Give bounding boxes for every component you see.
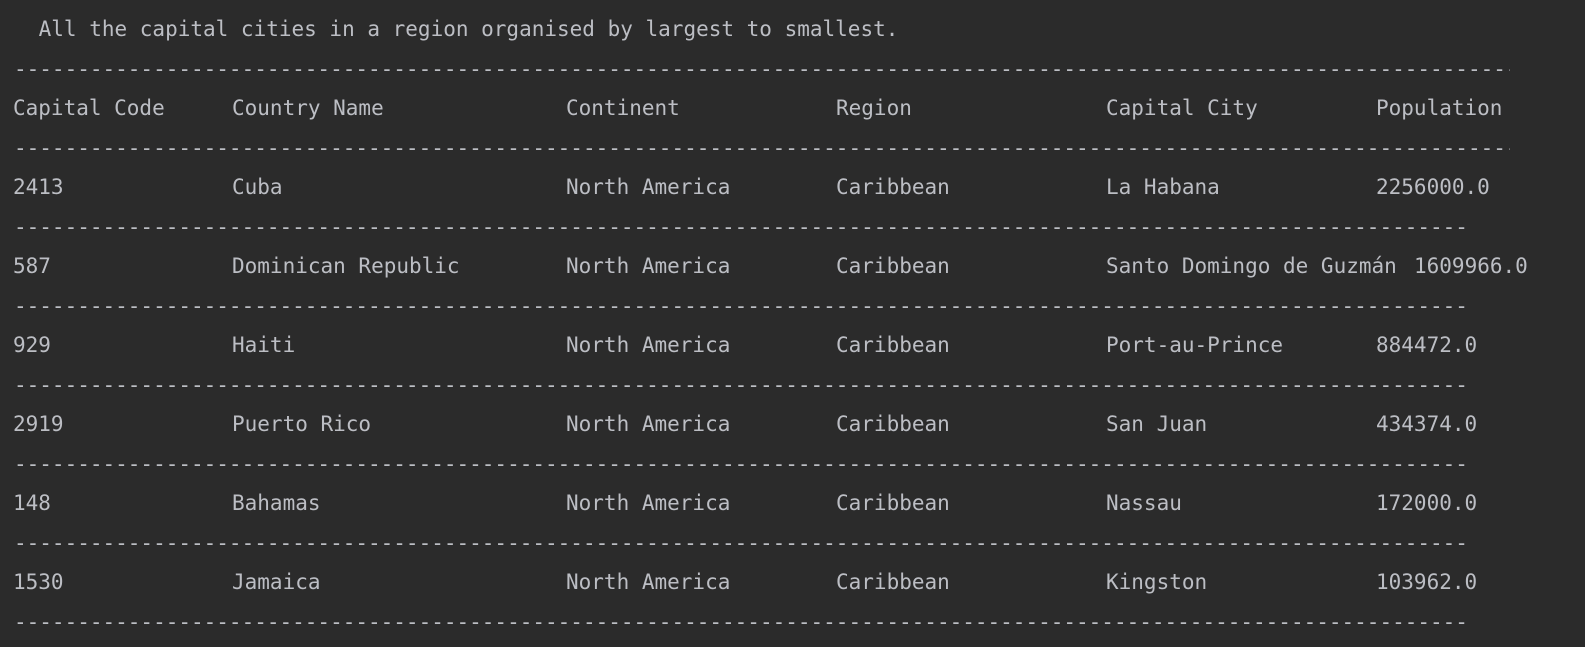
separator-line: ----------------------------------------… (14, 610, 1470, 634)
continent-cell: North America (566, 570, 731, 594)
capital-code-cell: 2919 (13, 412, 64, 436)
capital-code-cell: 587 (13, 254, 51, 278)
capital-code-cell: 148 (13, 491, 51, 515)
table-row: 148 Bahamas North America Caribbean Nass… (0, 483, 1585, 523)
continent-cell: North America (566, 333, 731, 357)
country-name-cell: Dominican Republic (232, 254, 460, 278)
capital-city-cell: Port-au-Prince (1106, 333, 1284, 357)
console-title: All the capital cities in a region organ… (26, 17, 899, 41)
continent-cell: North America (566, 254, 731, 278)
population-cell: 103962.0 (1376, 570, 1478, 594)
column-header-country-name: Country Name (232, 96, 384, 120)
population-cell: 434374.0 (1376, 412, 1478, 436)
table-row: 2919 Puerto Rico North America Caribbean… (0, 404, 1585, 444)
table-row: 587 Dominican Republic North America Car… (0, 246, 1585, 286)
region-cell: Caribbean (836, 333, 950, 357)
capital-city-cell: Kingston (1106, 570, 1208, 594)
separator-line: ----------------------------------------… (14, 294, 1470, 318)
country-name-cell: Bahamas (232, 491, 321, 515)
region-cell: Caribbean (836, 570, 950, 594)
population-cell: 884472.0 (1376, 333, 1478, 357)
table-row: 1530 Jamaica North America Caribbean Kin… (0, 562, 1585, 602)
region-cell: Caribbean (836, 175, 950, 199)
continent-cell: North America (566, 412, 731, 436)
table-header-row: Capital Code Country Name Continent Regi… (0, 88, 1585, 128)
separator-line: ----------------------------------------… (14, 373, 1470, 397)
continent-cell: North America (566, 175, 731, 199)
column-header-region: Region (836, 96, 912, 120)
column-header-capital-city: Capital City (1106, 96, 1258, 120)
column-header-population: Population (1376, 96, 1503, 120)
country-name-cell: Jamaica (232, 570, 321, 594)
region-cell: Caribbean (836, 254, 950, 278)
country-name-cell: Cuba (232, 175, 283, 199)
separator-line: ----------------------------------------… (14, 136, 1510, 160)
capital-code-cell: 929 (13, 333, 51, 357)
capital-city-cell: Santo Domingo de Guzmán (1106, 254, 1397, 278)
region-cell: Caribbean (836, 491, 950, 515)
capital-code-cell: 1530 (13, 570, 64, 594)
country-name-cell: Haiti (232, 333, 296, 357)
population-cell: 2256000.0 (1376, 175, 1490, 199)
capital-city-cell: La Habana (1106, 175, 1220, 199)
capital-city-cell: San Juan (1106, 412, 1208, 436)
separator-line: ----------------------------------------… (14, 215, 1470, 239)
country-name-cell: Puerto Rico (232, 412, 372, 436)
population-cell: 1609966.0 (1414, 254, 1528, 278)
capital-code-cell: 2413 (13, 175, 64, 199)
table-row: 2413 Cuba North America Caribbean La Hab… (0, 167, 1585, 207)
capital-city-cell: Nassau (1106, 491, 1182, 515)
region-cell: Caribbean (836, 412, 950, 436)
separator-line: ----------------------------------------… (14, 452, 1470, 476)
column-header-capital-code: Capital Code (13, 96, 165, 120)
continent-cell: North America (566, 491, 731, 515)
separator-line: ----------------------------------------… (14, 531, 1470, 555)
column-header-continent: Continent (566, 96, 680, 120)
separator-line: ----------------------------------------… (14, 57, 1510, 81)
table-row: 929 Haiti North America Caribbean Port-a… (0, 325, 1585, 365)
population-cell: 172000.0 (1376, 491, 1478, 515)
